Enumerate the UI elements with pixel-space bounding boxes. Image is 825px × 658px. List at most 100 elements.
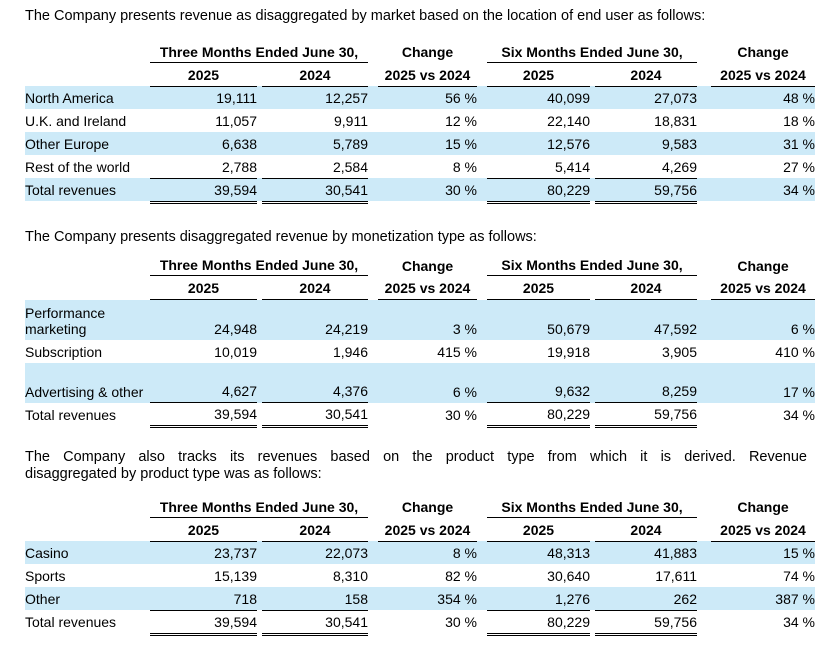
col-header-change-period: 2025 vs 2024 [378,517,477,542]
spacer [25,497,150,517]
cell-sm-change: 74 % [783,568,815,584]
cell-sm-2024: 9,583 [595,132,697,155]
cell-sm-change: 18 % [783,113,815,129]
table-row: Rest of the world 2,788 2,584 8 % 5,414 … [25,155,815,179]
row-label: Total revenues [25,614,117,630]
double-rule [262,632,368,636]
spacer [697,109,711,132]
table-row: Advertising & other 4,627 4,376 6 % 9,63… [25,362,815,403]
spacer [477,109,487,132]
spacer [378,201,477,203]
total-row: Total revenues 39,594 30,541 30 % 80,229… [25,610,815,633]
spacer [368,497,378,517]
paragraph-line: The Company also tracks its revenues bas… [25,449,807,465]
row-label: Other Europe [25,132,150,155]
cell-sm-change: 48 % [711,86,815,109]
spacer [697,541,711,564]
cell-tm-2025: 2,788 [150,155,257,179]
spacer [697,633,711,635]
col-header-change-period: 2025 vs 2024 [711,517,815,542]
spacer [697,256,711,276]
row-label: Sports [25,568,66,584]
spacer [697,178,711,201]
cell-tm-2025: 10,019 [214,343,257,360]
spacer [257,362,262,403]
spacer [697,426,711,428]
spacer [697,497,711,517]
spacer [368,276,378,300]
cell-sm-2024: 17,611 [655,568,697,584]
spacer [697,276,711,300]
cell-sm-change: 31 % [711,132,815,155]
double-rule [487,425,590,428]
table-row: Other 718 158 354 % 1,276 262 387 % [25,587,815,611]
col-header-change-period: 2025 vs 2024 [711,275,815,300]
spacer [477,256,487,276]
cell-tm-change: 8 % [452,159,477,175]
intro-paragraph-market: The Company presents revenue as disaggre… [25,8,706,24]
table-header: Three Months Ended June 30, Change Six M… [25,42,815,87]
spacer [711,201,815,203]
double-rule [487,632,590,636]
col-header-2025: 2025 [487,517,590,542]
double-rule [262,200,368,204]
cell-tm-2024: 2,584 [262,155,368,179]
cell-sm-2024: 18,831 [654,113,697,129]
spacer [257,86,262,109]
col-header-six-months: Six Months Ended June 30, [487,497,697,518]
cell-tm-2024: 9,911 [334,113,368,129]
cell-sm-2024: 59,756 [595,178,697,201]
spacer [368,587,378,610]
col-header-2025: 2025 [487,62,590,87]
col-header-2025: 2025 [150,517,257,542]
spacer [368,633,378,635]
double-rule [150,632,257,636]
table-header: Three Months Ended June 30, Change Six M… [25,497,815,542]
cell-tm-2024: 8,310 [332,568,368,584]
col-header-2025: 2025 [487,275,590,300]
spacer [697,340,711,363]
col-header-three-months: Three Months Ended June 30, [150,497,368,518]
spacer [257,587,262,610]
intro-paragraph-monetization: The Company presents disaggregated reven… [25,228,537,245]
spacer [477,426,487,428]
table-row: U.K. and Ireland 11,057 9,911 12 % 22,14… [25,109,815,132]
spacer [477,541,487,564]
row-label: U.K. and Ireland [25,113,127,129]
spacer [368,403,378,426]
cell-sm-2025: 80,229 [547,613,590,630]
cell-tm-2025: 19,111 [150,86,257,109]
spacer [477,86,487,109]
cell-sm-2025: 22,140 [547,113,590,129]
cell-sm-2025: 80,229 [547,406,590,422]
cell-sm-change: 15 % [711,541,815,564]
spacer [368,132,378,155]
double-rule-row [25,200,815,204]
table-row: Other Europe 6,638 5,789 15 % 12,576 9,5… [25,132,815,155]
double-rule-row [25,632,815,636]
cell-tm-2025: 39,594 [150,178,257,201]
cell-tm-2024: 4,376 [262,362,368,403]
col-header-change: Change [737,44,789,60]
spacer [368,256,378,276]
spacer [25,256,150,276]
double-rule [595,425,697,428]
spacer [368,517,378,541]
cell-tm-change: 3 % [378,299,477,340]
double-rule [150,425,257,428]
spacer [590,132,595,155]
cell-sm-2025: 80,229 [487,178,590,201]
cell-sm-change: 17 % [711,362,815,403]
col-header-change: Change [737,257,789,274]
row-label: Other [25,587,150,610]
spacer [477,362,487,403]
spacer [25,62,150,86]
spacer [25,633,150,635]
spacer [697,201,711,203]
col-header-change-period: 2025 vs 2024 [378,275,477,300]
spacer [477,610,487,633]
col-header-2024: 2024 [595,275,697,300]
spacer [368,109,378,132]
spacer [697,42,711,62]
cell-tm-change: 82 % [445,568,477,584]
